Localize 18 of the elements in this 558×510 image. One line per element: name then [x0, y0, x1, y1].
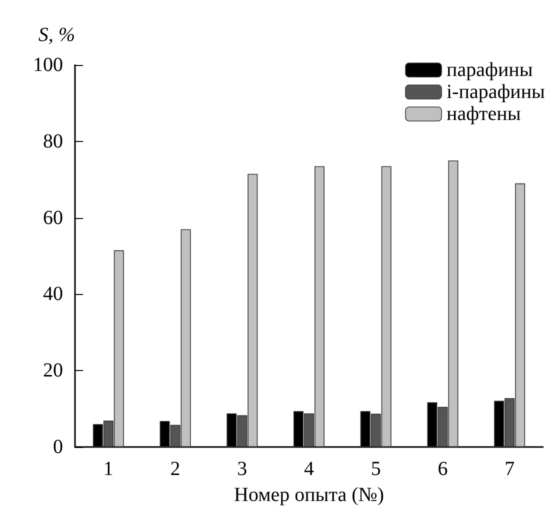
y-tick-label: 80: [43, 130, 63, 152]
x-tick-label: 5: [370, 458, 381, 480]
y-tick-label: 20: [43, 360, 63, 382]
x-tick-label: 3: [237, 458, 248, 480]
legend-label: парафины: [446, 59, 533, 81]
legend-label: i-парафины: [446, 81, 546, 103]
y-tick-label: 60: [43, 206, 63, 229]
x-tick-label: 2: [170, 458, 180, 480]
x-tick-label: 4: [304, 458, 314, 480]
x-tick-label: 1: [103, 458, 114, 480]
y-axis-title: S, %: [38, 24, 75, 46]
x-axis-title: Номер опыта (№): [234, 484, 384, 506]
x-tick-label: 7: [504, 458, 515, 480]
y-tick-label: 0: [53, 436, 63, 458]
y-tick-label: 100: [33, 54, 63, 76]
x-tick-label: 6: [438, 458, 448, 480]
y-tick-label: 40: [43, 283, 63, 306]
legend-label: нафтены: [446, 103, 521, 125]
